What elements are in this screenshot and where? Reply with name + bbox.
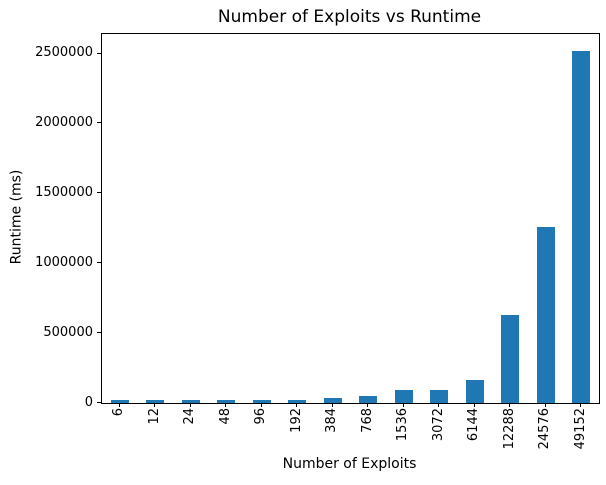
bar-384 — [323, 398, 342, 403]
bar-49152 — [572, 51, 591, 403]
x-tick-mark — [190, 403, 191, 407]
chart-title: Number of Exploits vs Runtime — [217, 7, 482, 27]
bar-192 — [288, 400, 307, 403]
x-tick-label: 3072 — [431, 408, 446, 442]
y-axis-label: Runtime (ms) — [8, 169, 25, 265]
x-tick-mark — [509, 403, 510, 407]
x-tick-label: 384 — [324, 408, 339, 433]
bar-768 — [359, 396, 378, 403]
x-tick-mark — [438, 403, 439, 407]
x-tick-mark — [154, 403, 155, 407]
x-tick-label: 49152 — [573, 408, 588, 450]
plot-area — [101, 33, 600, 404]
x-tick-label: 12 — [147, 408, 162, 425]
y-tick-label: 0 — [84, 395, 93, 410]
y-axis-label-wrap: Runtime (ms) — [9, 170, 25, 265]
x-tick-label: 96 — [253, 408, 268, 425]
x-tick-mark — [332, 403, 333, 407]
x-tick-mark — [403, 403, 404, 407]
x-tick-mark — [119, 403, 120, 407]
bar-24 — [181, 400, 200, 403]
bar-6144 — [465, 380, 484, 403]
y-tick-mark — [97, 53, 101, 54]
y-tick-mark — [97, 192, 101, 193]
bar-24576 — [536, 227, 555, 403]
x-tick-label: 48 — [218, 408, 233, 425]
x-tick-mark — [474, 403, 475, 407]
x-tick-label: 1536 — [395, 408, 410, 442]
y-tick-mark — [97, 262, 101, 263]
x-tick-mark — [296, 403, 297, 407]
y-tick-label: 500000 — [43, 325, 93, 340]
x-tick-label: 6144 — [466, 408, 481, 442]
y-tick-label: 2000000 — [35, 115, 93, 130]
y-tick-label: 1000000 — [35, 255, 93, 270]
y-tick-mark — [97, 402, 101, 403]
bar-6 — [110, 400, 129, 403]
x-tick-label: 24576 — [537, 408, 552, 450]
bar-12 — [146, 400, 165, 403]
x-tick-mark — [261, 403, 262, 407]
x-tick-mark — [367, 403, 368, 407]
bar-96 — [252, 400, 271, 403]
x-tick-mark — [225, 403, 226, 407]
bar-3072 — [430, 390, 449, 403]
y-tick-label: 1500000 — [35, 185, 93, 200]
x-tick-label: 6 — [111, 408, 126, 417]
y-tick-mark — [97, 122, 101, 123]
x-tick-mark — [580, 403, 581, 407]
x-tick-mark — [545, 403, 546, 407]
x-tick-label: 192 — [289, 408, 304, 433]
x-tick-label: 12288 — [502, 408, 517, 450]
bar-12288 — [501, 315, 520, 403]
x-axis-label: Number of Exploits — [282, 456, 417, 472]
x-tick-label: 24 — [182, 408, 197, 425]
bar-1536 — [394, 390, 413, 403]
bar-48 — [217, 400, 236, 403]
y-tick-label: 2500000 — [35, 45, 93, 60]
x-tick-label: 768 — [360, 408, 375, 433]
y-tick-mark — [97, 332, 101, 333]
